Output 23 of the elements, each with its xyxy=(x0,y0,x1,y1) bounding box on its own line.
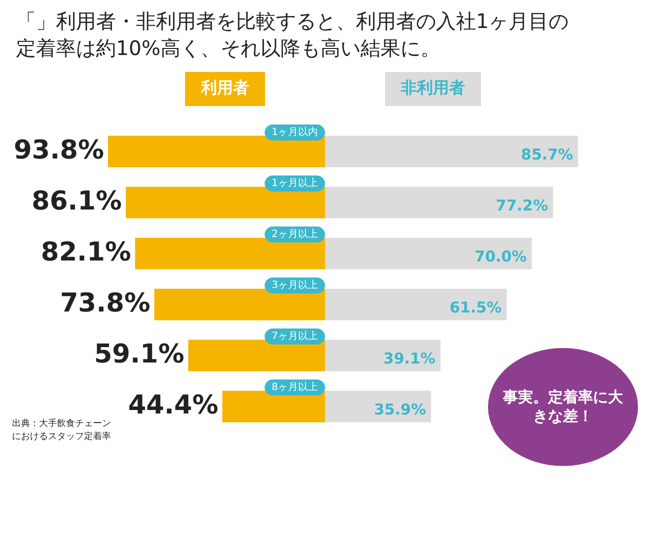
data-label: 44.4% xyxy=(128,390,218,420)
data-label: 93.8% xyxy=(14,135,104,166)
text: 非利用者 xyxy=(385,72,481,106)
y-tick-label: 7ヶ月以上 xyxy=(272,330,318,342)
data-label: 61.5% xyxy=(450,298,502,316)
data-label: 73.8% xyxy=(60,288,150,318)
data-label: 59.1% xyxy=(94,339,184,370)
data-label: 82.1% xyxy=(40,237,132,268)
text: 利用者 xyxy=(185,72,265,106)
badge: 事実。定着率に大きな差！ xyxy=(488,348,638,466)
chart-title: 「」利用者・非利用者を比較すると、利用者の入社1ヶ月目の定着率は約10%高く、それ以降も高い結果に。 xyxy=(16,8,570,62)
data-label: 85.7% xyxy=(521,145,574,164)
data-label: 39.1% xyxy=(383,349,436,368)
y-tick-label: 1ヶ月以内 xyxy=(272,126,318,138)
y-tick-label: 1ヶ月以上 xyxy=(272,177,318,190)
y-tick-label: 3ヶ月以上 xyxy=(272,279,318,292)
data-label: 35.9% xyxy=(374,400,426,418)
data-label: 70.0% xyxy=(474,247,527,266)
y-tick-label: 2ヶ月以上 xyxy=(272,228,318,240)
y-tick-label: 8ヶ月以上 xyxy=(272,381,318,394)
source-note: 出典：大手飲食チェーンにおけるスタッフ定着率 xyxy=(12,418,112,444)
data-label: 86.1% xyxy=(32,186,122,216)
data-label: 77.2% xyxy=(496,196,548,214)
